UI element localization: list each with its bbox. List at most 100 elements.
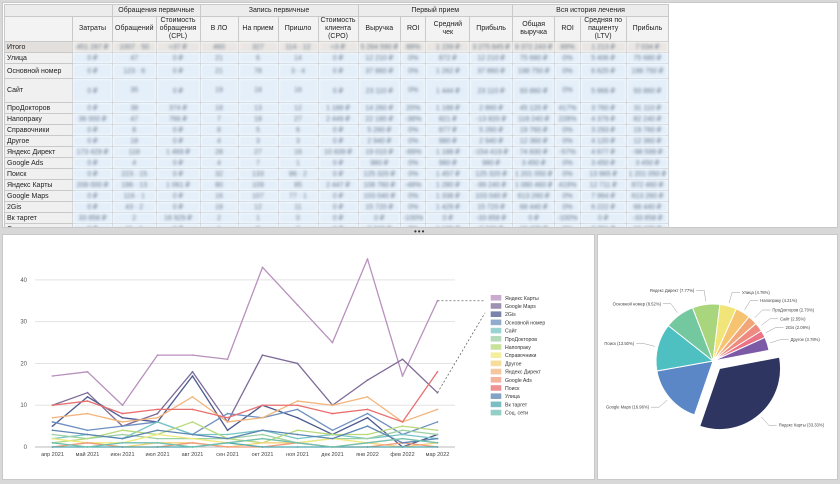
column-header[interactable]: Затраты (72, 16, 113, 42)
legend-swatch[interactable] (490, 393, 502, 399)
legend-swatch[interactable] (490, 401, 502, 408)
column-header[interactable]: На прием (237, 16, 279, 42)
legend-swatch[interactable] (490, 352, 502, 358)
table-cell: 5 264 590 ₽ (357, 41, 402, 53)
series-line-14[interactable] (52, 437, 438, 448)
pie-slice[interactable] (656, 360, 714, 416)
legend-item-label[interactable]: Улица (505, 394, 520, 400)
legend-item-label[interactable]: Сайт (505, 328, 518, 335)
legend-swatch[interactable] (490, 303, 502, 309)
column-header[interactable]: Средний чек (425, 16, 471, 42)
table-cell: 0 ₽ (72, 102, 113, 114)
y-tick-label: 40 (20, 278, 27, 284)
series-line-9[interactable] (52, 396, 438, 423)
series-line-2[interactable] (52, 375, 438, 448)
series-line-10[interactable] (52, 442, 438, 448)
table-cell: 1 188 ₽ (317, 102, 359, 114)
table-row[interactable]: Сайт 0 ₽35 0 ₽19 18 16 0 ₽23 110 ₽0% 1 444 ₽23… (4, 78, 670, 103)
data-point (261, 404, 264, 407)
table-cell: 7 034 ₽ (625, 41, 670, 53)
total-row[interactable]: Итого 451 287 ₽1007 · 50 ≈37 ₽460 327 114 · … (4, 41, 670, 53)
column-header[interactable]: Стоимость обращения (CPL) (155, 16, 201, 42)
data-point (296, 416, 299, 419)
table-row[interactable]: Улица 0 ₽47 0 ₽21 6 14 0 ₽12 210 ₽0% 872 ₽12 2… (4, 52, 670, 64)
table-row[interactable]: Яндекс Директ 173 429 ₽118 1 469 ₽28 27 16 10… (4, 146, 670, 158)
column-header[interactable]: Общая выручка (511, 16, 556, 42)
legend-item-label[interactable]: Основной номер (505, 319, 545, 326)
legend-swatch[interactable] (490, 319, 502, 326)
column-header[interactable]: В ЛО (199, 16, 239, 42)
column-header[interactable]: Стоимость клиента (CPO) (317, 16, 359, 42)
column-header[interactable]: ROI (554, 16, 581, 42)
legend-swatch[interactable] (490, 385, 502, 391)
series-line-11[interactable] (52, 371, 439, 423)
table-row[interactable]: Напопраку 36 000 ₽47 766 ₽7 18 27 2 449 ₽22 1… (4, 113, 670, 125)
legend-item-label[interactable]: 2Gis (505, 312, 516, 318)
legend-swatch[interactable] (490, 368, 502, 375)
table-row[interactable]: Другое 0 ₽18 0 ₽4 3 3 0 ₽2 940 ₽0% 980 ₽2 940 … (4, 135, 670, 147)
legend-item-label[interactable]: ПроДокторов (505, 337, 537, 343)
pie-slice[interactable] (699, 356, 782, 431)
series-line-13[interactable] (52, 442, 438, 448)
series-line-0[interactable] (52, 258, 439, 406)
legend-swatch[interactable] (490, 360, 502, 367)
pie-slice[interactable] (712, 336, 770, 362)
column-header[interactable]: Прибыль (469, 16, 513, 42)
legend-item-label[interactable]: Соц. сети (505, 411, 528, 417)
legend-item-label[interactable]: Поиск (505, 386, 520, 392)
column-header[interactable]: ROI (400, 16, 427, 42)
column-header[interactable] (4, 16, 73, 42)
table-cell: 2 940 ₽ (357, 135, 402, 147)
column-header[interactable]: Обращений (112, 16, 157, 42)
legend-item-label[interactable]: Другое (505, 361, 522, 367)
series-line-5[interactable] (52, 429, 438, 444)
x-tick-label: апр 2021 (41, 452, 64, 458)
series-line-12[interactable] (52, 425, 438, 444)
legend-item-label[interactable]: Яндекс Директ (505, 370, 541, 376)
data-point (51, 421, 54, 423)
table-cell: 14 260 ₽ (357, 102, 402, 114)
legend-swatch[interactable] (490, 294, 502, 301)
legend-item-label[interactable]: Вк таргет (505, 402, 528, 408)
column-header[interactable]: Пришло (277, 16, 319, 42)
table-row[interactable]: Соц. сети0 ₽11 · 10 ₽1970 ₽7 740 ₽0%1 10… (4, 223, 670, 227)
legend-item-label[interactable]: Google Maps (505, 304, 536, 310)
drag-handle-icon[interactable]: ••• (414, 227, 426, 236)
table-row[interactable]: Вк таргет 33 858 ₽2 16 929 ₽2 1 0 0 ₽0 ₽ -100%… (4, 212, 670, 224)
legend-swatch[interactable] (490, 376, 502, 383)
table-row[interactable]: Google Ads 0 ₽4 0 ₽4 7 1 0 ₽980 ₽0% 980 ₽980 ₽… (4, 157, 670, 169)
series-line-3[interactable] (52, 408, 438, 436)
table-row[interactable]: Яндекс Карты 208 000 ₽196 · 13 1 061 ₽80 10… (4, 179, 670, 191)
legend-item-label[interactable]: Напопраку (505, 345, 531, 351)
table-cell: 196 · 13 (112, 179, 157, 191)
legend-swatch[interactable] (490, 327, 502, 334)
table-cell: 0% (400, 190, 427, 202)
column-header[interactable]: Средняя по пациенту (LTV) (579, 16, 627, 42)
column-header[interactable]: Прибыль (625, 16, 670, 42)
legend-item-label[interactable]: Справочники (505, 353, 537, 359)
legend-swatch[interactable] (490, 335, 502, 342)
legend-item-label[interactable]: Яндекс Карты (505, 296, 539, 302)
table-row[interactable]: Справочники 0 ₽8 0 ₽8 5 6 0 ₽5 260 ₽0% 877 ₽5 … (4, 124, 670, 136)
data-point (191, 370, 194, 373)
table-cell: 613 260 ₽ (625, 190, 670, 202)
pie-slice-label: Улица (4.78%) (742, 290, 770, 295)
pie-label-leader (651, 399, 668, 408)
panel-splitter[interactable]: ••• (0, 227, 840, 236)
data-point (436, 408, 439, 411)
legend-item-label[interactable]: Google Ads (505, 378, 532, 384)
legend-swatch[interactable] (490, 311, 502, 317)
table-cell: 5 406 ₽ (579, 52, 627, 64)
table-cell: 198 750 ₽ (625, 63, 670, 79)
table-cell: 0% (400, 63, 427, 79)
legend-swatch[interactable] (490, 409, 502, 416)
report-table-panel: Обращения первичные Запись первичные Первы… (2, 2, 838, 228)
legend-swatch[interactable] (490, 344, 502, 350)
column-header[interactable]: Выручка (357, 16, 402, 42)
table-cell: 0 ₽ (317, 201, 359, 213)
table-row[interactable]: ПроДокторов 0 ₽38 374 ₽18 13 12 1 188 ₽14 260… (4, 102, 670, 114)
